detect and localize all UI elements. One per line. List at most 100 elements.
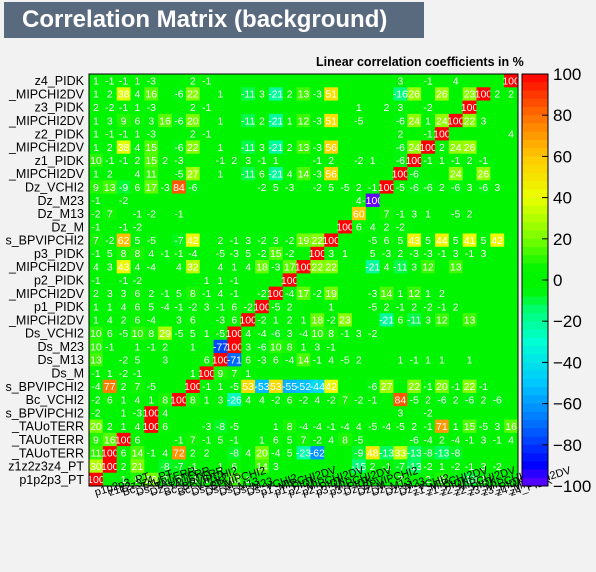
heatmap-cell [421, 233, 436, 248]
cell-value-label: -1 [465, 461, 474, 473]
heatmap-cell [448, 366, 463, 380]
cell-value-label: 8 [190, 394, 196, 406]
heatmap-cell [89, 406, 104, 420]
heatmap-cell [476, 260, 491, 274]
heatmap-cell [144, 87, 159, 101]
heatmap-cell [89, 459, 104, 474]
cell-value-label: 2 [453, 394, 459, 406]
heatmap-cell [296, 339, 311, 354]
heatmap-cell [310, 366, 325, 380]
heatmap-cell [172, 233, 187, 248]
heatmap-cell [462, 353, 477, 367]
heatmap-cell [393, 193, 408, 208]
heatmap-cell [282, 180, 297, 194]
heatmap-cell [282, 273, 297, 287]
heatmap-cell [434, 260, 450, 274]
cell-value-label: 8 [121, 248, 127, 260]
heatmap-cell [227, 140, 242, 155]
heatmap-cell [310, 353, 325, 367]
heatmap-cell [227, 113, 242, 128]
y-axis-label: Ds_M13 [37, 353, 84, 367]
cell-value-label: 1 [107, 301, 113, 313]
heatmap-cell [89, 379, 104, 394]
heatmap-cell [172, 153, 187, 168]
heatmap-cell [324, 446, 339, 460]
heatmap-cell [393, 353, 408, 367]
cell-value-label: 3 [411, 208, 417, 220]
heatmap-cell [324, 220, 339, 234]
cell-value-label: -4 [423, 434, 432, 446]
heatmap-cell [351, 406, 367, 420]
heatmap-cell [365, 299, 380, 314]
heatmap-cell [282, 74, 297, 88]
heatmap-cell [227, 432, 242, 447]
heatmap-cell [185, 472, 201, 487]
heatmap-cell [296, 260, 311, 274]
cell-value-label: -23 [296, 448, 311, 460]
cell-value-label: 1 [397, 288, 403, 300]
heatmap-cell [365, 233, 380, 248]
heatmap-cell [116, 446, 131, 460]
heatmap-cell [448, 233, 463, 248]
heatmap-cell [379, 233, 394, 248]
cell-value-label: -4 [285, 288, 294, 300]
heatmap-cell [448, 432, 463, 447]
heatmap-cell [282, 140, 297, 155]
cell-value-label: 24 [408, 115, 420, 127]
heatmap-cell [199, 233, 214, 248]
cell-value-label: 1 [218, 168, 224, 180]
cell-value-label: 2 [411, 421, 417, 433]
heatmap-cell [462, 87, 477, 101]
cell-value-label: 5 [148, 301, 154, 313]
heatmap-cell [462, 100, 477, 115]
cell-value-label: -9 [119, 182, 128, 194]
cell-value-label: 4 [148, 248, 154, 260]
cell-value-label: 3 [148, 115, 154, 127]
cell-value-label: -6 [410, 168, 419, 180]
colorbar-segment [522, 139, 548, 149]
cell-value-label: -4 [257, 328, 266, 340]
heatmap-cell [490, 246, 505, 261]
heatmap-cell [338, 206, 353, 221]
heatmap-cell [379, 180, 394, 194]
cell-value-label: 6 [259, 168, 265, 180]
heatmap-cell [338, 432, 353, 447]
heatmap-cell [89, 419, 104, 434]
heatmap-cell [102, 419, 117, 434]
heatmap-cell [490, 472, 505, 487]
heatmap-cell [310, 419, 325, 434]
heatmap-cell [296, 140, 311, 155]
heatmap-cell [310, 193, 325, 208]
cell-value-label: 100 [392, 168, 410, 180]
cell-value-label: -1 [202, 381, 211, 393]
heatmap-cell [462, 113, 477, 128]
cell-value-label: 77 [104, 381, 116, 393]
cell-value-label: -1 [119, 129, 128, 141]
colorbar-segment [522, 387, 548, 396]
heatmap-cell [255, 379, 270, 394]
cell-value-label: -4 [313, 421, 322, 433]
heatmap-cell [227, 419, 242, 434]
heatmap-cell [462, 74, 477, 88]
heatmap-cell [393, 100, 408, 115]
heatmap-cell [102, 113, 117, 128]
cell-value-label: -1 [147, 448, 156, 460]
heatmap-cell [282, 100, 297, 115]
cell-value-label: -6 [174, 115, 183, 127]
heatmap-cell [116, 260, 131, 274]
heatmap-cell [158, 273, 173, 287]
heatmap-cell [130, 432, 145, 447]
heatmap-cell [255, 432, 270, 447]
heatmap-cell [102, 100, 117, 115]
heatmap-cell [282, 313, 297, 327]
heatmap-cell [282, 366, 297, 380]
cell-value-label: 51 [325, 89, 337, 101]
cell-value-label: -5 [174, 328, 183, 340]
heatmap-cell [158, 87, 173, 101]
heatmap-cell [282, 379, 297, 394]
cell-value-label: 24 [436, 115, 448, 127]
heatmap-cell [241, 140, 256, 155]
heatmap-cell [227, 392, 242, 407]
heatmap-cell [476, 153, 491, 168]
cell-value-label: 2 [384, 102, 390, 114]
